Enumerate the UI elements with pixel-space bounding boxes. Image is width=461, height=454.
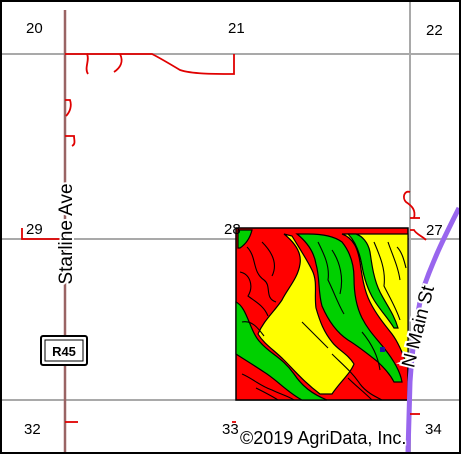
soil-contours xyxy=(239,241,407,401)
route-shield-r45: R45 xyxy=(40,335,88,366)
soil-region-green-top xyxy=(237,229,253,249)
section-labels: 20 21 22 29 28 27 32 33 34 xyxy=(24,20,443,438)
copyright-text: ©2019 AgriData, Inc. xyxy=(240,428,406,448)
streams xyxy=(21,53,427,423)
section-label-27: 27 xyxy=(426,222,443,239)
section-label-29: 29 xyxy=(26,221,43,238)
soil-region-dark-spot xyxy=(380,347,385,352)
field-soil-map[interactable] xyxy=(235,227,409,401)
section-label-33: 33 xyxy=(222,421,239,438)
soil-region-green-left xyxy=(235,301,328,401)
section-label-28: 28 xyxy=(224,221,241,238)
soil-region-yellow-left xyxy=(257,233,355,395)
section-label-20: 20 xyxy=(26,20,43,37)
section-label-34: 34 xyxy=(425,421,442,438)
section-label-22: 22 xyxy=(426,22,443,39)
route-shield-label: R45 xyxy=(52,344,76,359)
section-label-21: 21 xyxy=(228,20,245,37)
n-main-st-road xyxy=(405,206,459,452)
soil-region-green-center xyxy=(295,233,403,383)
soil-region-green-right xyxy=(346,233,399,329)
section-label-32: 32 xyxy=(24,421,41,438)
starline-ave-label: Starline Ave xyxy=(56,183,77,284)
